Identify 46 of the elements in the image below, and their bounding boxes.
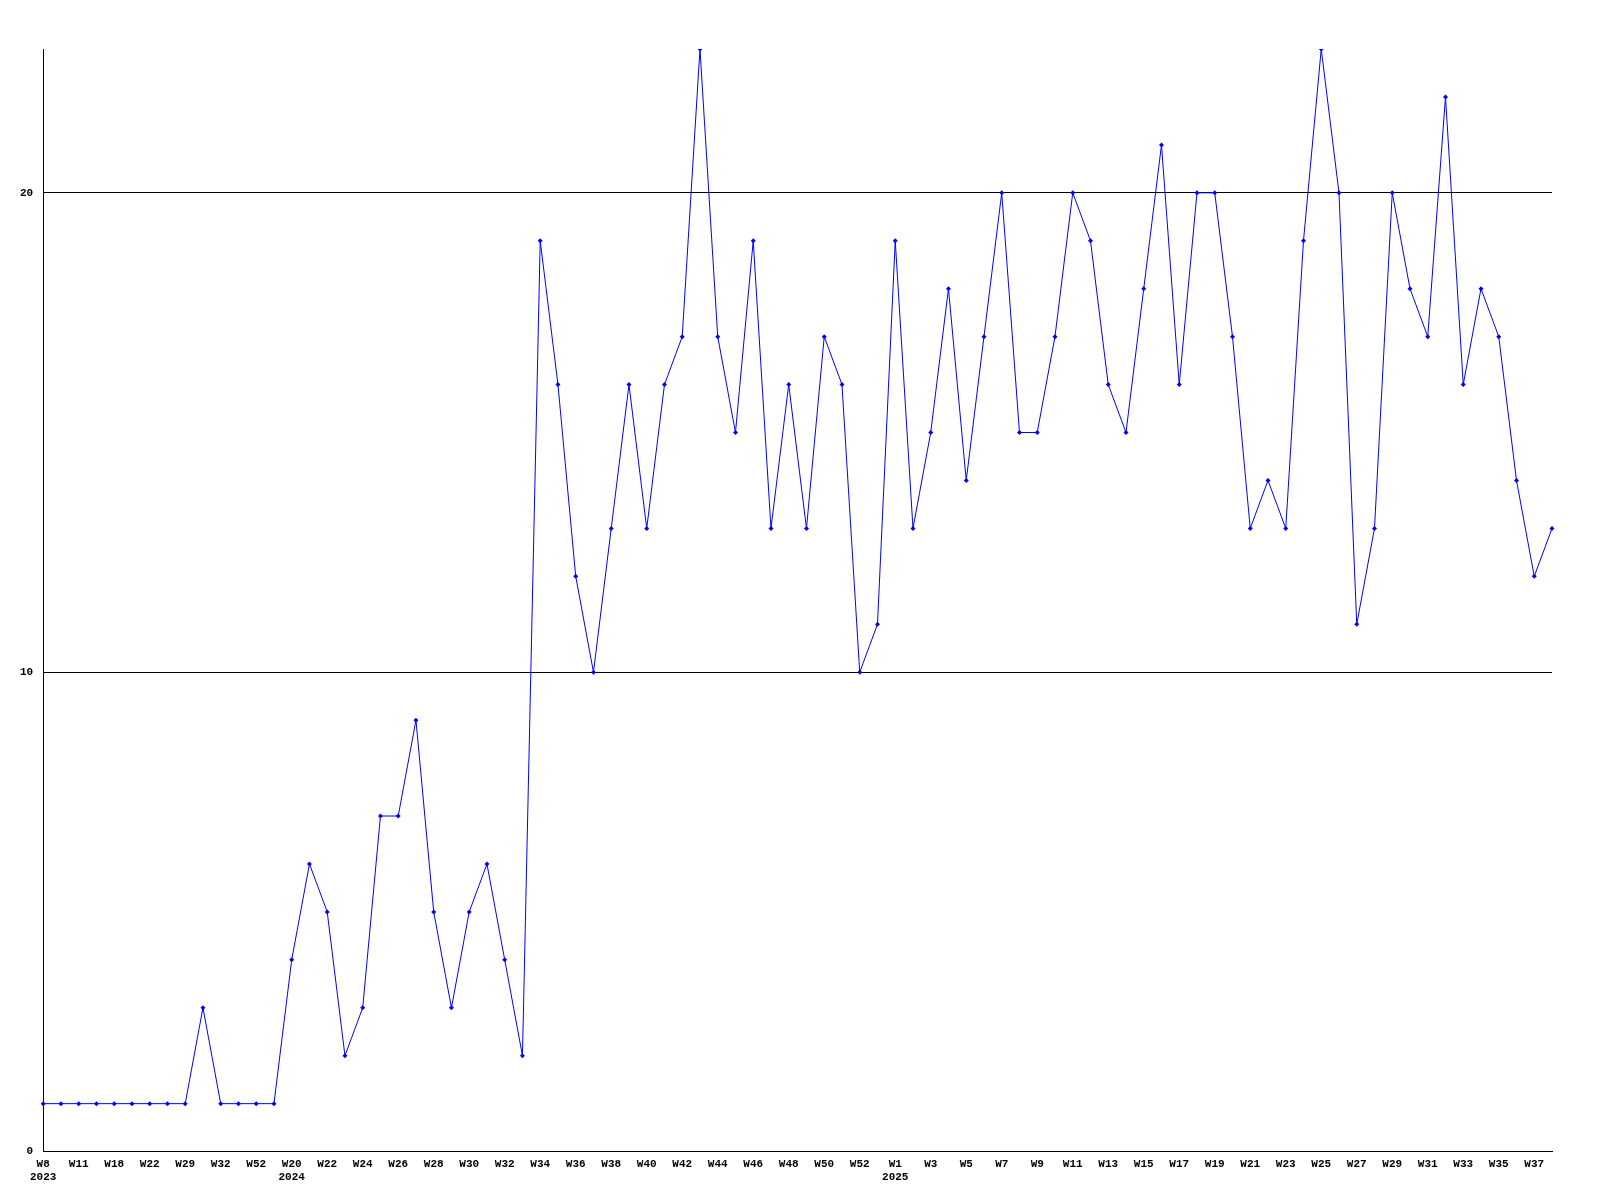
x-tick-label: W24	[352, 1157, 374, 1170]
x-tick-label: W23	[1275, 1157, 1297, 1170]
x-tick-label: W32	[210, 1157, 231, 1170]
x-tick-label: W38	[601, 1157, 622, 1170]
x-tick-label: W40	[636, 1157, 657, 1170]
x-tick-label: W52	[849, 1157, 870, 1170]
x-tick-label: W36	[565, 1157, 586, 1170]
x-tick-label: W29	[175, 1157, 196, 1170]
x-tick-label: W37	[1524, 1157, 1545, 1170]
x-tick-label: W19	[1204, 1157, 1225, 1170]
x-tick-label: W17	[1169, 1157, 1190, 1170]
x-tick-label: W29	[1382, 1157, 1403, 1170]
x-tick-label: W28	[423, 1157, 445, 1170]
x-tick-label: W5	[959, 1157, 974, 1170]
x-tick-label: W18	[104, 1157, 125, 1170]
x-tick-label: W50	[814, 1157, 835, 1170]
x-tick-label: W13	[1098, 1157, 1119, 1170]
x-tick-label: W22	[317, 1157, 338, 1170]
x-tick-label: W22	[139, 1157, 160, 1170]
x-tick-label: W35	[1488, 1157, 1510, 1170]
y-tick-label: 10	[20, 665, 34, 678]
x-tick-label: W27	[1346, 1157, 1367, 1170]
x-tick-label: W30	[459, 1157, 480, 1170]
x-tick-label: W11	[68, 1157, 89, 1170]
x-tick-label: W20 2024	[278, 1157, 306, 1184]
x-tick-label: W25	[1311, 1157, 1332, 1170]
x-tick-label: W46	[743, 1157, 764, 1170]
x-tick-label: W44	[707, 1157, 729, 1170]
x-tick-label: W33	[1453, 1157, 1474, 1170]
x-tick-label: W11	[1062, 1157, 1084, 1170]
x-tick-label: W34	[530, 1157, 551, 1170]
x-tick-label: W3	[924, 1157, 938, 1170]
x-tick-label: W48	[778, 1157, 800, 1170]
x-tick-label: W32	[494, 1157, 515, 1170]
x-tick-label: W26	[388, 1157, 409, 1170]
y-tick-label: 20	[20, 186, 34, 199]
x-tick-label: W52	[246, 1157, 267, 1170]
x-tick-label: W8 2023	[30, 1157, 57, 1184]
y-tick-label: 0	[26, 1145, 34, 1158]
x-tick-label: W31	[1417, 1157, 1439, 1170]
x-tick-label: W9	[1030, 1157, 1044, 1170]
x-tick-label: W21	[1240, 1157, 1261, 1170]
x-tick-label: W7	[995, 1157, 1009, 1170]
x-tick-label: W42	[672, 1157, 693, 1170]
x-tick-label: W1 2025	[882, 1157, 909, 1184]
x-tick-label: W15	[1133, 1157, 1155, 1170]
